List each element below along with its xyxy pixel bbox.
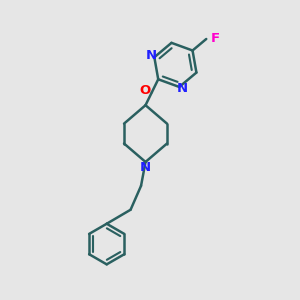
Text: O: O <box>140 84 151 97</box>
Text: N: N <box>177 82 188 95</box>
Text: N: N <box>146 49 157 62</box>
Text: N: N <box>140 161 151 174</box>
Text: F: F <box>211 32 220 45</box>
